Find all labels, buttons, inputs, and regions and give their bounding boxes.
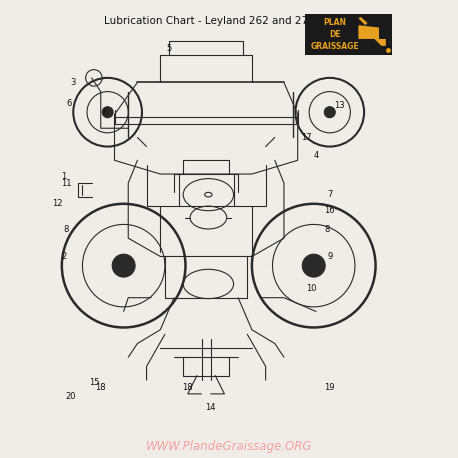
Text: 14: 14 — [206, 403, 216, 412]
Ellipse shape — [112, 254, 135, 277]
Text: 8: 8 — [64, 224, 69, 234]
Text: 11: 11 — [61, 179, 71, 188]
FancyBboxPatch shape — [305, 14, 392, 55]
Text: WWW.PlandeGraissage.ORG: WWW.PlandeGraissage.ORG — [146, 440, 312, 453]
Text: 10: 10 — [306, 284, 316, 293]
Ellipse shape — [102, 107, 113, 118]
Text: 4: 4 — [313, 151, 319, 160]
Text: 16: 16 — [324, 206, 335, 215]
Text: PLAN
DE
GRAISSAGE: PLAN DE GRAISSAGE — [311, 18, 360, 51]
Text: 15: 15 — [89, 378, 99, 387]
Text: 19: 19 — [325, 382, 335, 392]
Text: 5: 5 — [167, 44, 172, 53]
Text: 8: 8 — [325, 224, 330, 234]
Text: 6: 6 — [66, 98, 71, 108]
Ellipse shape — [324, 107, 335, 118]
Text: 7: 7 — [327, 190, 333, 199]
Text: 6: 6 — [103, 108, 108, 117]
Text: Lubrication Chart - Leyland 262 and 272 Tractor: Lubrication Chart - Leyland 262 and 272 … — [104, 16, 354, 26]
Text: 18: 18 — [95, 382, 106, 392]
Text: 9: 9 — [327, 252, 333, 261]
Text: 20: 20 — [66, 392, 76, 401]
Text: 18: 18 — [182, 382, 193, 392]
Text: 2: 2 — [61, 252, 67, 261]
Ellipse shape — [302, 254, 325, 277]
Text: 13: 13 — [333, 101, 344, 110]
Text: 12: 12 — [52, 199, 62, 208]
Text: 1: 1 — [61, 172, 67, 181]
Polygon shape — [359, 17, 368, 25]
Polygon shape — [359, 25, 386, 46]
Text: 3: 3 — [71, 78, 76, 87]
Text: 17: 17 — [301, 133, 312, 142]
